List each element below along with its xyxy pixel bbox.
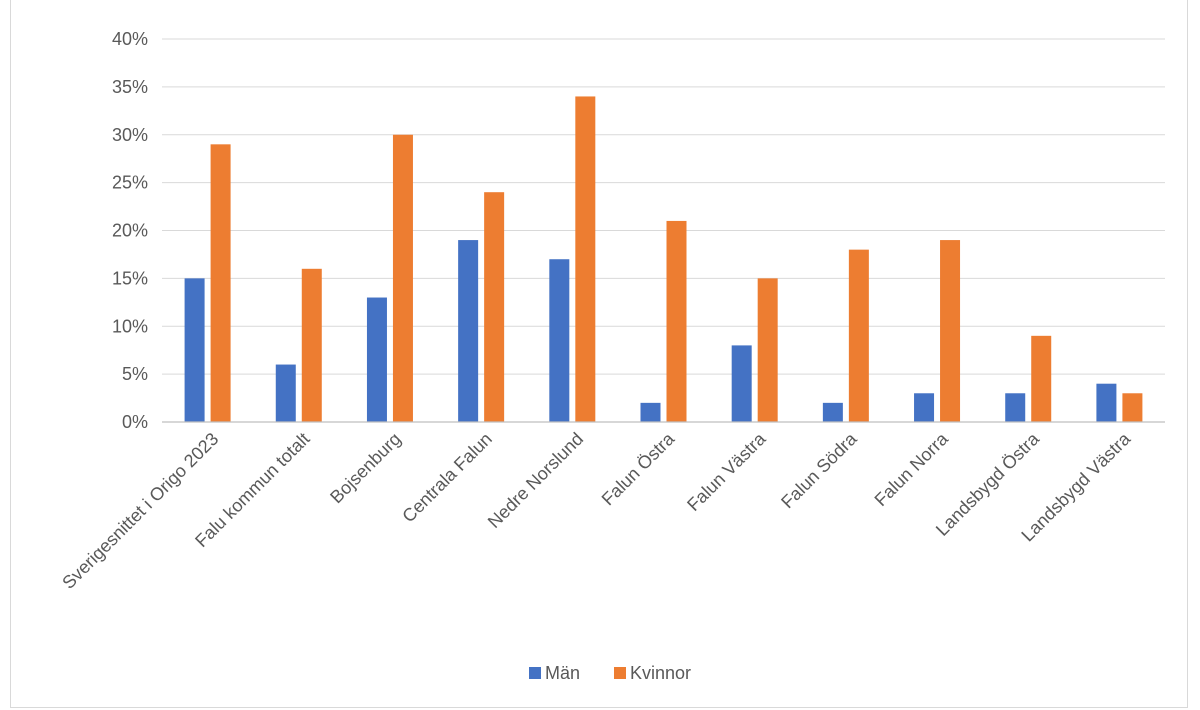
bar-man <box>275 364 296 422</box>
x-tick-label: Falun Norra <box>871 428 953 510</box>
bar-man <box>458 240 479 422</box>
bars <box>184 96 1143 422</box>
chart-frame <box>10 0 1188 708</box>
y-tick-label: 20% <box>112 221 148 241</box>
y-tick-label: 35% <box>112 77 148 97</box>
bar-kvinnor <box>940 240 961 422</box>
y-axis-ticks: 0% 5% 10% 15% 20% 25% 30% 35% 40% <box>112 29 148 432</box>
y-tick-label: 40% <box>112 29 148 49</box>
bar-man <box>822 402 843 422</box>
bar-kvinnor <box>666 220 687 422</box>
x-tick-label: Centrala Falun <box>398 429 496 527</box>
y-tick-label: 5% <box>122 364 148 384</box>
bar-man <box>549 259 570 422</box>
legend-item-kvinnor[interactable]: Kvinnor <box>614 663 691 683</box>
bar-kvinnor <box>392 134 413 422</box>
y-tick-label: 15% <box>112 268 148 288</box>
x-tick-label: Falun Västra <box>683 428 770 515</box>
bar-kvinnor <box>1122 393 1143 422</box>
y-tick-label: 0% <box>122 412 148 432</box>
bar-kvinnor <box>757 278 778 422</box>
bar-man <box>731 345 752 422</box>
legend-label: Kvinnor <box>630 663 691 683</box>
legend-label: Män <box>545 663 580 683</box>
y-tick-label: 30% <box>112 125 148 145</box>
x-tick-label: Nedre Norslund <box>484 429 587 532</box>
bar-man <box>1005 393 1026 422</box>
legend-item-man[interactable]: Män <box>529 663 580 683</box>
legend-swatch <box>529 667 541 679</box>
y-tick-label: 10% <box>112 316 148 336</box>
bar-man <box>914 393 935 422</box>
bar-kvinnor <box>848 249 869 422</box>
gridlines <box>162 38 1165 375</box>
bar-kvinnor <box>1031 335 1052 422</box>
bar-kvinnor <box>484 192 505 422</box>
bar-man <box>184 278 205 422</box>
y-tick-label: 25% <box>112 173 148 193</box>
x-tick-label: Falun Södra <box>777 428 861 512</box>
legend-swatch <box>614 667 626 679</box>
bar-man <box>640 402 661 422</box>
bar-kvinnor <box>575 96 596 422</box>
bar-man <box>1096 383 1117 422</box>
x-tick-label: Falun Östra <box>598 428 679 509</box>
bar-man <box>366 297 387 422</box>
x-tick-label: Sverigesnittet i Origo 2023 <box>58 429 222 593</box>
legend[interactable]: Män Kvinnor <box>529 663 691 683</box>
x-tick-label: Bojsenburg <box>326 429 405 508</box>
bar-kvinnor <box>210 144 231 422</box>
bar-kvinnor <box>301 268 322 422</box>
